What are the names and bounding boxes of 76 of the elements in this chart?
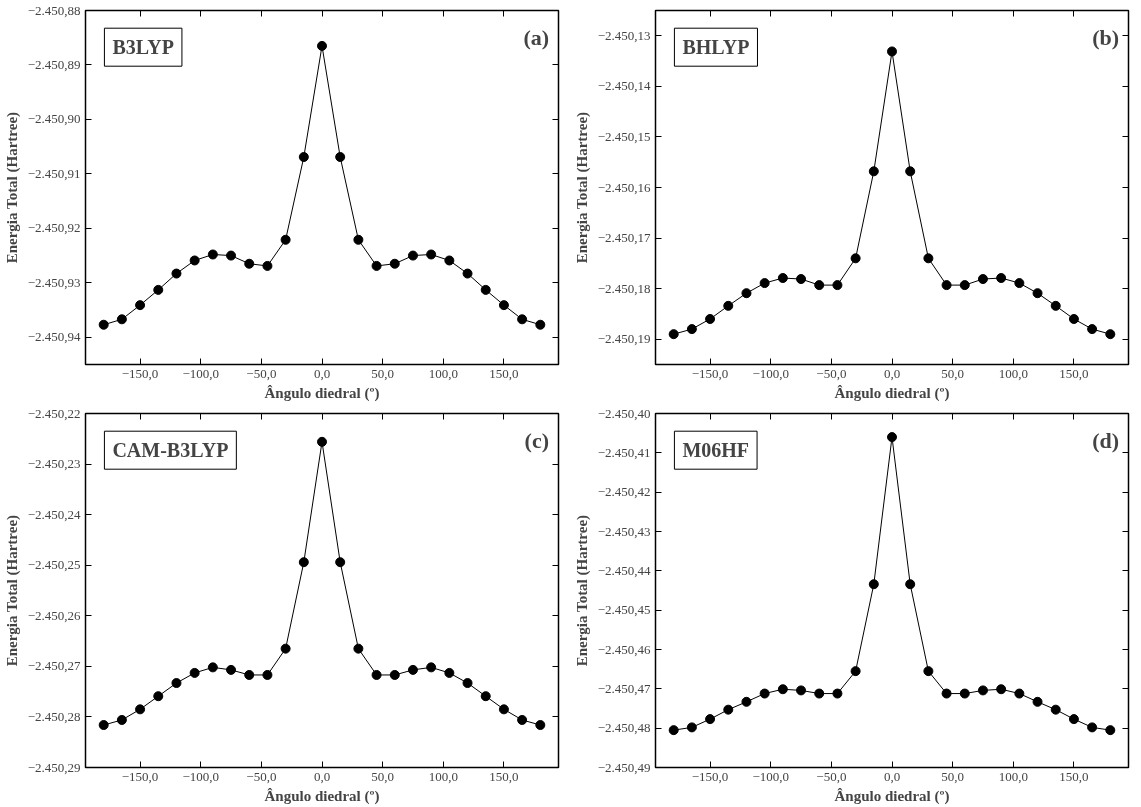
x-tick-label: 50,0 — [371, 365, 395, 381]
x-tick-label: 100,0 — [998, 365, 1028, 381]
x-tick-label: 0,0 — [883, 768, 901, 784]
y-tick-label: −2.450,42 — [597, 484, 651, 500]
x-axis-title: Ângulo diedral (º) — [264, 787, 380, 805]
x-axis-title: Ângulo diedral (º) — [834, 384, 950, 402]
y-tick-label: −2.450,13 — [597, 27, 651, 43]
y-tick-label: −2.450,24 — [27, 506, 81, 522]
y-tick-label: −2.450,26 — [27, 607, 81, 623]
x-tick-label: −50,0 — [816, 768, 847, 784]
y-tick-label: −2.450,19 — [597, 331, 651, 347]
y-tick-label: −2.450,92 — [27, 220, 81, 236]
x-tick-label: 0,0 — [313, 365, 331, 381]
y-axis-title: Energia Total (Hartree) — [3, 111, 21, 264]
y-tick-label: −2.450,88 — [27, 2, 81, 18]
x-tick-label: −100,0 — [182, 365, 220, 381]
x-axis-title: Ângulo diedral (º) — [834, 787, 950, 805]
y-tick-label: −2.450,14 — [597, 78, 651, 94]
y-tick-label: −2.450,44 — [597, 562, 651, 578]
annotation: B3LYP — [112, 36, 174, 59]
annotation: M06HF — [682, 439, 750, 462]
x-tick-label: 0,0 — [313, 768, 331, 784]
y-tick-label: −2.450,15 — [597, 128, 651, 144]
y-tick-label: −2.450,93 — [27, 274, 81, 290]
y-tick-label: −2.450,28 — [27, 708, 81, 724]
annotation: (b) — [1092, 24, 1120, 50]
x-tick-label: −150,0 — [121, 365, 159, 381]
y-tick-label: −2.450,40 — [597, 405, 651, 421]
annotation: CAM-B3LYP — [112, 439, 229, 462]
x-tick-label: 150,0 — [489, 365, 519, 381]
y-tick-label: −2.450,45 — [597, 602, 651, 618]
x-tick-label: −100,0 — [182, 768, 220, 784]
y-tick-label: −2.450,18 — [597, 280, 651, 296]
annotation: (a) — [523, 24, 550, 50]
y-tick-label: −2.450,25 — [27, 557, 81, 573]
y-axis-title: Energia Total (Hartree) — [573, 514, 591, 667]
y-tick-label: −2.450,90 — [27, 111, 81, 127]
x-tick-label: −150,0 — [691, 365, 729, 381]
x-tick-label: 50,0 — [941, 768, 965, 784]
x-tick-label: −150,0 — [691, 768, 729, 784]
y-tick-label: −2.450,43 — [597, 523, 651, 539]
y-tick-label: −2.450,49 — [597, 759, 651, 775]
y-tick-label: −2.450,17 — [597, 230, 651, 246]
y-tick-label: −2.450,23 — [27, 456, 81, 472]
x-tick-label: −50,0 — [246, 365, 277, 381]
y-tick-label: −2.450,46 — [597, 641, 651, 657]
y-tick-label: −2.450,91 — [27, 165, 81, 181]
annotation: (d) — [1092, 427, 1120, 453]
x-tick-label: 50,0 — [371, 768, 395, 784]
y-tick-label: −2.450,47 — [597, 680, 651, 696]
x-tick-label: 150,0 — [489, 768, 519, 784]
x-tick-label: −100,0 — [752, 768, 790, 784]
y-tick-label: −2.450,27 — [27, 658, 81, 674]
y-tick-label: −2.450,22 — [27, 405, 81, 421]
x-tick-label: 0,0 — [883, 365, 901, 381]
y-tick-label: −2.450,48 — [597, 720, 651, 736]
y-tick-label: −2.450,29 — [27, 759, 81, 775]
annotation: BHLYP — [682, 36, 750, 59]
y-tick-label: −2.450,94 — [27, 329, 81, 345]
x-tick-label: 100,0 — [428, 365, 458, 381]
x-tick-label: −50,0 — [246, 768, 277, 784]
x-tick-label: 150,0 — [1059, 365, 1089, 381]
x-tick-label: 150,0 — [1059, 768, 1089, 784]
x-tick-label: −100,0 — [752, 365, 790, 381]
y-tick-label: −2.450,16 — [597, 179, 651, 195]
y-tick-label: −2.450,41 — [597, 444, 651, 460]
y-axis-title: Energia Total (Hartree) — [573, 111, 591, 264]
x-tick-label: −50,0 — [816, 365, 847, 381]
x-tick-label: −150,0 — [121, 768, 159, 784]
x-axis-title: Ângulo diedral (º) — [264, 384, 380, 402]
annotation: (c) — [524, 427, 550, 453]
x-tick-label: 100,0 — [428, 768, 458, 784]
x-tick-label: 100,0 — [998, 768, 1028, 784]
y-tick-label: −2.450,89 — [27, 56, 81, 72]
y-axis-title: Energia Total (Hartree) — [3, 514, 21, 667]
x-tick-label: 50,0 — [941, 365, 965, 381]
